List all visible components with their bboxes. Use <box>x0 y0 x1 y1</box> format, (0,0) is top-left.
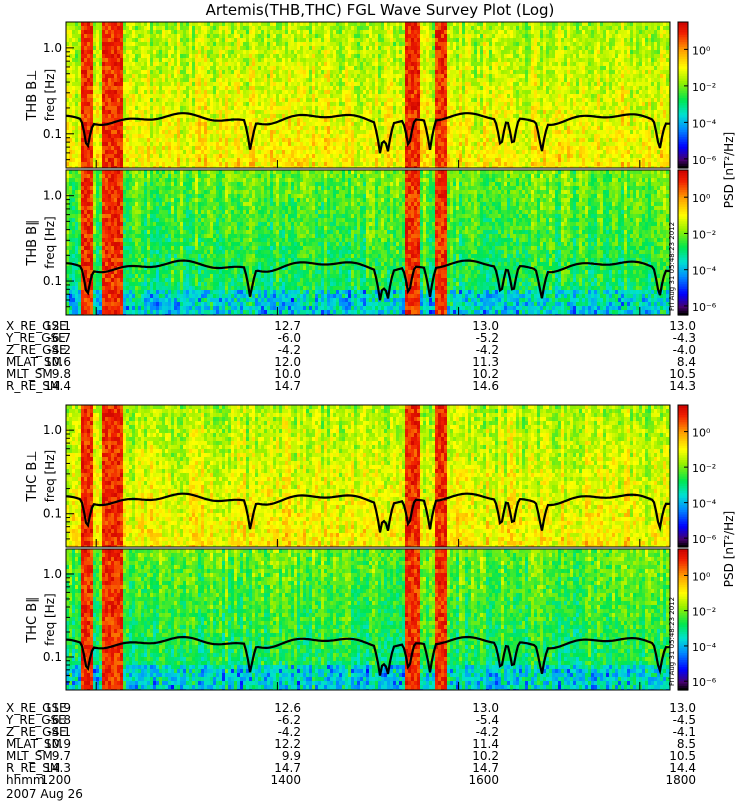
colorbar-tick-label: 10⁰ <box>692 192 711 205</box>
ephemeris-value: 14.6 <box>449 380 499 392</box>
panel-ylabel: THC B⊥ <box>25 450 40 502</box>
ephemeris-value: 1600 <box>449 774 499 786</box>
y-tick-label: 1.0 <box>43 41 62 55</box>
colorbar-tick-label: 10⁻² <box>692 606 716 619</box>
colorbar-label: PSD [nT²/Hz] <box>722 511 736 587</box>
ephemeris-value: 14.4 <box>21 380 71 392</box>
spectrogram-panel-3 <box>66 549 672 693</box>
plot-timestamp: Fri Aug 31 05:48:23 2012 <box>668 597 676 686</box>
panel-ylabel: THB B∥ <box>25 219 40 266</box>
spectrogram-panel-1 <box>66 170 672 318</box>
panel-yunit: freq [Hz] <box>43 216 57 268</box>
colorbar-label: PSD [nT²/Hz] <box>722 132 736 208</box>
colorbar-tick-label: 10⁰ <box>692 44 711 57</box>
ephemeris-value: 1400 <box>251 774 301 786</box>
y-tick-label: 0.1 <box>43 507 62 521</box>
colorbar-tick-label: 10⁻⁶ <box>692 154 717 167</box>
panel-yunit: freq [Hz] <box>43 450 57 502</box>
y-tick-label: 0.1 <box>43 127 62 141</box>
panel-ylabel: THC B∥ <box>25 596 40 643</box>
colorbar-tick-label: 10⁻⁴ <box>692 265 717 278</box>
y-tick-label: 1.0 <box>43 567 62 581</box>
colorbar <box>678 22 688 169</box>
panel-ylabel: THB B⊥ <box>25 69 40 121</box>
ephemeris-row: Y_RE_GSE-6.7-6.0-5.2-4.3 <box>0 332 750 344</box>
colorbar-tick-label: 10⁻⁴ <box>692 498 717 511</box>
spectrogram-panel-2 <box>66 405 672 549</box>
colorbar <box>678 170 688 316</box>
ephemeris-value: 14.3 <box>646 380 696 392</box>
plot-timestamp: Fri Aug 31 05:48:23 2012 <box>668 222 676 311</box>
colorbar-tick-label: 10⁻⁶ <box>692 676 717 689</box>
panel-yunit: freq [Hz] <box>43 593 57 645</box>
ephemeris-value: 14.7 <box>251 380 301 392</box>
colorbar-tick-label: 10⁰ <box>692 427 711 440</box>
colorbar-tick-label: 10⁻⁶ <box>692 301 717 314</box>
y-tick-label: 1.0 <box>43 189 62 203</box>
colorbar-tick-label: 10⁻⁴ <box>692 641 717 654</box>
ephemeris-row: Z_RE_GSE-4.1-4.2-4.2-4.1 <box>0 726 750 738</box>
ephemeris-value: 1200 <box>21 774 71 786</box>
ephemeris-row: Y_RE_GSE-6.8-6.2-5.4-4.5 <box>0 714 750 726</box>
colorbar-tick-label: 10⁻² <box>692 462 716 475</box>
y-tick-label: 0.1 <box>43 650 62 664</box>
colorbar-tick-label: 10⁰ <box>692 570 711 583</box>
y-tick-label: 1.0 <box>43 423 62 437</box>
date-label: 2007 Aug 26 <box>6 788 83 800</box>
colorbar-tick-label: 10⁻² <box>692 228 716 241</box>
y-tick-label: 0.1 <box>43 274 62 288</box>
chart-title: Artemis(THB,THC) FGL Wave Survey Plot (L… <box>206 1 555 19</box>
colorbar-tick-label: 10⁻⁴ <box>692 117 717 130</box>
ephemeris-value: 1800 <box>646 774 696 786</box>
colorbar-tick-label: 10⁻² <box>692 81 716 94</box>
panel-yunit: freq [Hz] <box>43 69 57 121</box>
ephemeris-row: Z_RE_GSE-4.2-4.2-4.2-4.0 <box>0 344 750 356</box>
colorbar <box>678 549 688 691</box>
colorbar-tick-label: 10⁻⁶ <box>692 533 717 546</box>
colorbar <box>678 405 688 548</box>
spectrogram-panel-0 <box>66 22 672 170</box>
